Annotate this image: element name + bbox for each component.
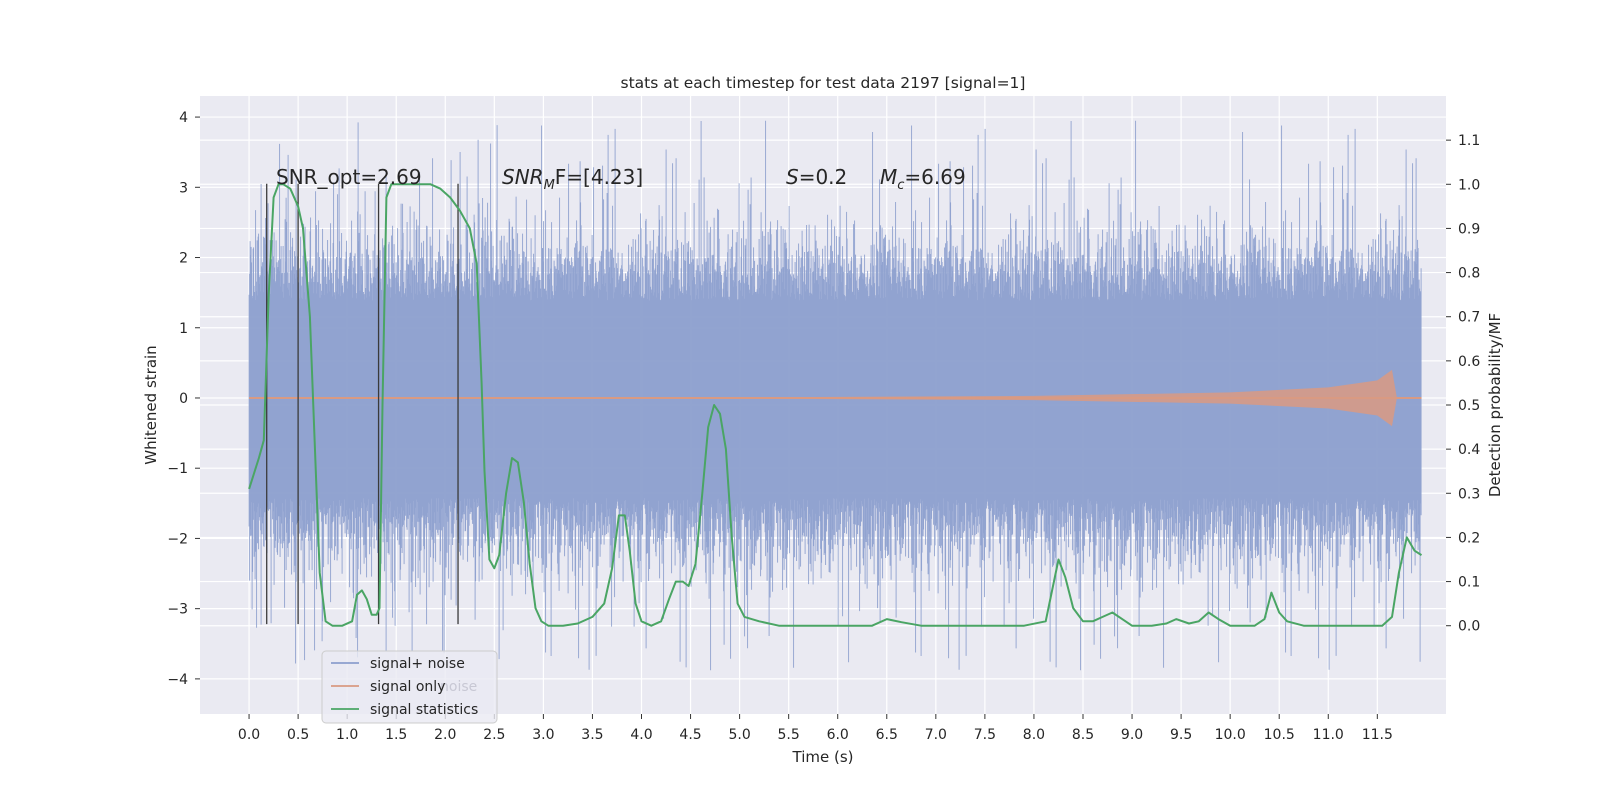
x-tick-label: 6.5 [876,727,898,743]
x-tick-label: 3.5 [581,727,603,743]
y-right-tick-label: 1.0 [1458,177,1480,193]
x-tick-label: 9.0 [1121,727,1143,743]
x-tick-label: 2.5 [483,727,505,743]
x-tick-label: 1.5 [385,727,407,743]
x-tick-label: 9.5 [1170,727,1192,743]
s-rest: =0.2 [799,165,848,189]
vertical-markers [266,183,459,625]
x-tick-label: 0.0 [238,727,260,743]
x-tick-label: 0.5 [287,727,309,743]
x-tick-label: 4.0 [630,727,652,743]
y-right-tick-label: 0.5 [1458,398,1480,414]
mc-sub: c [897,178,904,193]
y-left-tick-label: −1 [167,461,188,477]
x-tick-label: 5.5 [778,727,800,743]
chart-title: stats at each timestep for test data 219… [621,74,1026,92]
x-tick-label: 1.0 [336,727,358,743]
snr-mf-base: SNR [502,165,544,189]
y-left-axis-ticks: 4 3 2 1 0 −1 −2 −3 −4 [167,110,200,688]
x-axis-label: Time (s) [792,748,854,766]
y-left-tick-label: −2 [167,531,188,547]
mc-base: M [880,165,897,189]
y-left-axis-label: Whitened strain [142,345,160,464]
x-tick-label: 3.0 [532,727,554,743]
annotation-snr-opt: SNR_opt=2.69 [276,165,422,189]
y-left-tick-label: −3 [167,602,188,618]
x-tick-label: 10.5 [1264,727,1295,743]
x-tick-label: 11.0 [1313,727,1344,743]
annotation-snr-mf: SNRMF=[4.23] [502,165,643,193]
s-base: S [786,165,799,189]
y-left-tick-label: −4 [167,672,188,688]
y-right-tick-label: 0.3 [1458,486,1480,502]
legend: noise signal+ noise signal only signal s… [321,650,498,724]
x-tick-label: 7.5 [974,727,996,743]
y-right-tick-label: 1.1 [1458,133,1480,149]
y-right-tick-label: 0.7 [1458,310,1480,326]
annotation-s: S=0.2 [786,165,847,189]
x-tick-label: 11.5 [1362,727,1393,743]
x-tick-label: 2.0 [434,727,456,743]
legend-box [321,650,498,724]
x-tick-label: 5.0 [728,727,750,743]
x-tick-label: 8.0 [1023,727,1045,743]
y-right-tick-label: 0.8 [1458,266,1480,282]
mc-rest: =6.69 [904,165,965,189]
annotation-mc: Mc=6.69 [880,165,966,193]
y-left-tick-label: 3 [179,180,188,196]
y-right-tick-label: 0.1 [1458,575,1480,591]
x-axis-ticks: 0.0 0.5 1.0 1.5 2.0 2.5 3.0 3.5 4.0 4.5 5.0 5.5 6.0 6… [238,714,1393,743]
y-left-tick-label: 0 [179,391,188,407]
legend-entry-signal-noise: signal+ noise [370,656,465,672]
y-left-tick-label: 2 [179,251,188,267]
signal-statistics-series [248,183,1423,627]
legend-ghost-text: noise [440,679,477,695]
x-tick-label: 7.0 [925,727,947,743]
y-right-tick-label: 0.0 [1458,619,1480,635]
snr-mf-sub: M [544,178,555,193]
y-right-tick-label: 0.9 [1458,221,1480,237]
legend-entry-signal-only: signal only [370,679,445,695]
y-left-tick-label: 1 [179,321,188,337]
legend-entry-signal-statistics: signal statistics [370,702,478,718]
snr-mf-rest: F=[4.23] [555,165,643,189]
x-tick-label: 8.5 [1072,727,1094,743]
data-layer [248,120,1423,671]
y-right-axis-ticks: 1.1 1.0 0.9 0.8 0.7 0.6 0.5 0.4 0.3 0.2 0.1 0.0 [1446,133,1480,635]
y-right-tick-label: 0.2 [1458,530,1480,546]
x-tick-label: 6.0 [827,727,849,743]
y-left-tick-label: 4 [179,110,188,126]
y-right-tick-label: 0.4 [1458,442,1480,458]
x-tick-label: 4.5 [679,727,701,743]
x-tick-label: 10.0 [1215,727,1246,743]
y-right-axis-label: Detection probability/MF [1486,313,1504,497]
y-right-tick-label: 0.6 [1458,354,1480,370]
